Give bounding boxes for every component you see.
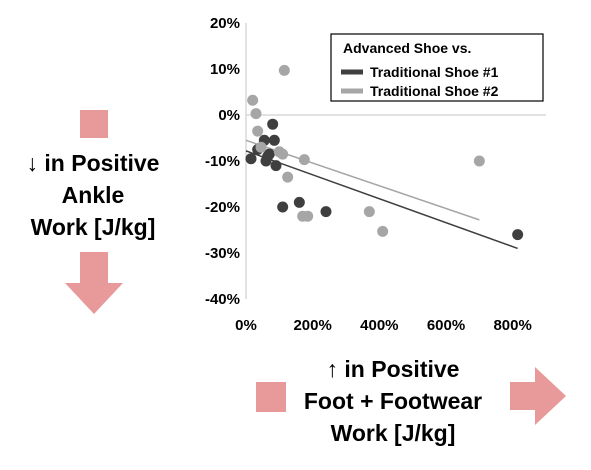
trendline-shoe-1 — [245, 150, 518, 250]
legend-title: Advanced Shoe vs. — [343, 40, 471, 56]
legend: Advanced Shoe vs. Traditional Shoe #1 Tr… — [330, 33, 544, 102]
data-point-shoe-1 — [512, 229, 524, 241]
x-tick-label: 200% — [293, 317, 331, 334]
data-point-shoe-2 — [302, 210, 314, 222]
data-point-shoe-1 — [263, 148, 275, 160]
y-direction-arrow — [65, 110, 123, 314]
data-point-shoe-1 — [245, 153, 257, 165]
x-arrow-right-icon — [510, 367, 566, 425]
data-point-shoe-1 — [267, 118, 279, 130]
y-axis-label: ↓ in Positive Ankle Work [J/kg] — [0, 147, 186, 243]
x-axis-label: ↑ in Positive Foot + Footwear Work [J/kg… — [268, 353, 518, 449]
data-point-shoe-2 — [278, 64, 290, 76]
x-axis-label-line: Work [J/kg] — [330, 420, 456, 446]
y-tick-label: -10% — [205, 153, 240, 170]
x-direction-arrow — [256, 367, 566, 425]
y-arrow-square — [80, 110, 108, 138]
data-point-shoe-2 — [277, 148, 289, 160]
data-point-shoe-2 — [473, 155, 485, 167]
legend-entry-shoe-2: Traditional Shoe #2 — [370, 83, 499, 99]
data-point-shoe-2 — [282, 171, 294, 183]
data-point-shoe-1 — [320, 206, 332, 218]
data-point-shoe-2 — [252, 125, 264, 137]
y-axis-label-line: ↓ in Positive — [26, 150, 160, 176]
x-arrow-square — [256, 382, 286, 412]
legend-box — [330, 33, 544, 102]
legend-entry-shoe-1: Traditional Shoe #1 — [370, 64, 499, 80]
x-tick-label: 600% — [427, 317, 465, 334]
y-tick-label: -30% — [205, 245, 240, 262]
y-axis-label-line: Work [J/kg] — [30, 214, 156, 240]
data-point-shoe-2 — [250, 108, 262, 120]
data-point-shoe-2 — [255, 141, 267, 153]
data-point-shoe-1 — [277, 201, 289, 213]
data-point-shoe-1 — [293, 196, 305, 208]
data-point-shoe-2 — [377, 225, 389, 237]
data-point-shoe-1 — [270, 160, 282, 172]
y-tick-label: -20% — [205, 199, 240, 216]
x-tick-label: 0% — [235, 317, 257, 334]
x-tick-label: 800% — [493, 317, 531, 334]
x-axis-label-line: ↑ in Positive — [326, 356, 460, 382]
plot-area: 20% 10% 0% -10% -20% -30% -40% 0% 200% 400% 600% 80… — [205, 15, 546, 334]
data-point-shoe-2 — [363, 206, 375, 218]
x-axis-label-line: Foot + Footwear — [303, 388, 483, 414]
y-tick-label: -40% — [205, 291, 240, 308]
y-axis-label-line: Ankle — [61, 182, 125, 208]
data-point-shoe-2 — [298, 154, 310, 166]
y-tick-label: 10% — [210, 61, 240, 78]
x-tick-label: 400% — [360, 317, 398, 334]
y-tick-label: 0% — [218, 107, 240, 124]
data-point-shoe-2 — [247, 94, 259, 106]
y-tick-label: 20% — [210, 15, 240, 32]
y-arrow-down-icon — [65, 252, 123, 314]
data-point-shoe-1 — [268, 134, 280, 146]
